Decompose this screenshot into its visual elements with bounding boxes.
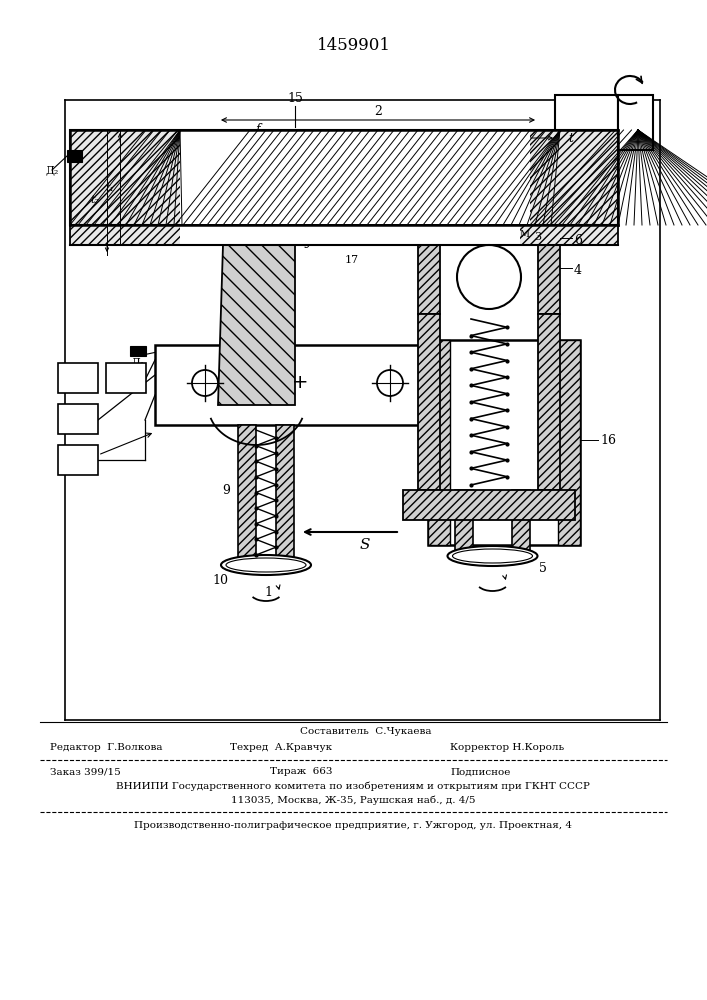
Text: Заказ 399/15: Заказ 399/15 <box>50 768 121 776</box>
Text: 5: 5 <box>539 562 547 574</box>
Text: y: y <box>305 235 312 248</box>
Text: +: + <box>292 372 308 391</box>
Bar <box>70 225 618 245</box>
Bar <box>276 425 294 560</box>
Text: 4: 4 <box>574 263 582 276</box>
Bar <box>618 95 653 150</box>
Text: S: S <box>360 538 370 552</box>
Bar <box>512 490 530 550</box>
Text: 9: 9 <box>222 484 230 496</box>
Bar <box>58 445 98 475</box>
Text: Корректор Н.Король: Корректор Н.Король <box>450 744 564 752</box>
Bar <box>155 345 440 425</box>
Text: Подписное: Подписное <box>450 768 510 776</box>
Text: 113035, Москва, Ж-35, Раушская наб., д. 4/5: 113035, Москва, Ж-35, Раушская наб., д. … <box>230 795 475 805</box>
Text: 13: 13 <box>71 414 85 424</box>
Text: D: D <box>248 230 256 239</box>
Text: 2: 2 <box>231 334 239 347</box>
Text: K: K <box>484 230 491 239</box>
Text: 6: 6 <box>574 233 582 246</box>
Text: f: f <box>256 123 260 136</box>
Text: Техред  А.Кравчук: Техред А.Кравчук <box>230 744 332 752</box>
Bar <box>403 490 575 520</box>
Bar <box>130 346 146 356</box>
Text: 2: 2 <box>374 105 382 118</box>
Bar <box>428 340 580 545</box>
Text: 1459901: 1459901 <box>317 36 391 53</box>
Circle shape <box>192 370 218 396</box>
Bar <box>457 245 521 309</box>
Text: Редактор  Г.Волкова: Редактор Г.Волкова <box>50 744 163 752</box>
Ellipse shape <box>221 555 311 575</box>
Bar <box>428 340 450 545</box>
Text: Составитель  С.Чукаева: Составитель С.Чукаева <box>300 728 431 736</box>
Bar <box>106 363 146 393</box>
Bar <box>455 490 473 550</box>
Bar <box>58 363 98 393</box>
Circle shape <box>457 245 521 309</box>
Text: 15: 15 <box>287 92 303 105</box>
Text: t₁: t₁ <box>105 183 115 193</box>
Text: 17: 17 <box>345 255 359 265</box>
Text: 3: 3 <box>534 232 542 242</box>
Bar <box>555 95 618 130</box>
Bar <box>538 245 560 314</box>
Text: Производственно-полиграфическое предприятие, г. Ужгород, ул. Проектная, 4: Производственно-полиграфическое предприя… <box>134 820 572 830</box>
Polygon shape <box>218 245 295 405</box>
Bar <box>180 131 530 224</box>
Text: Д₁: Д₁ <box>132 357 145 367</box>
Text: A: A <box>228 245 235 254</box>
Bar <box>238 425 256 560</box>
Bar <box>418 314 440 490</box>
Text: 8: 8 <box>266 375 274 388</box>
Text: ВНИИПИ Государственного комитета по изобретениям и открытиям при ГКНТ СССР: ВНИИПИ Государственного комитета по изоб… <box>116 781 590 791</box>
Bar <box>538 314 560 490</box>
Text: Тираж  663: Тираж 663 <box>270 768 332 776</box>
Text: t₂: t₂ <box>90 195 100 205</box>
Text: Д₂: Д₂ <box>45 165 59 175</box>
Text: 1: 1 <box>264 585 272 598</box>
Text: M: M <box>520 230 530 239</box>
Text: L: L <box>507 230 513 239</box>
Bar <box>418 245 440 314</box>
Text: 14: 14 <box>71 455 85 465</box>
Text: 12: 12 <box>119 373 133 383</box>
Text: 11: 11 <box>71 373 85 383</box>
Text: 10: 10 <box>212 574 228 586</box>
Text: C: C <box>233 230 240 239</box>
Text: 16: 16 <box>600 434 616 446</box>
Bar <box>58 404 98 434</box>
Ellipse shape <box>448 546 537 566</box>
Text: 7: 7 <box>286 354 294 366</box>
Circle shape <box>377 370 403 396</box>
Text: B: B <box>245 245 252 254</box>
Text: t: t <box>568 131 573 144</box>
Bar <box>70 130 618 225</box>
Bar <box>180 226 520 244</box>
Bar <box>67 150 82 162</box>
Bar <box>558 340 580 545</box>
